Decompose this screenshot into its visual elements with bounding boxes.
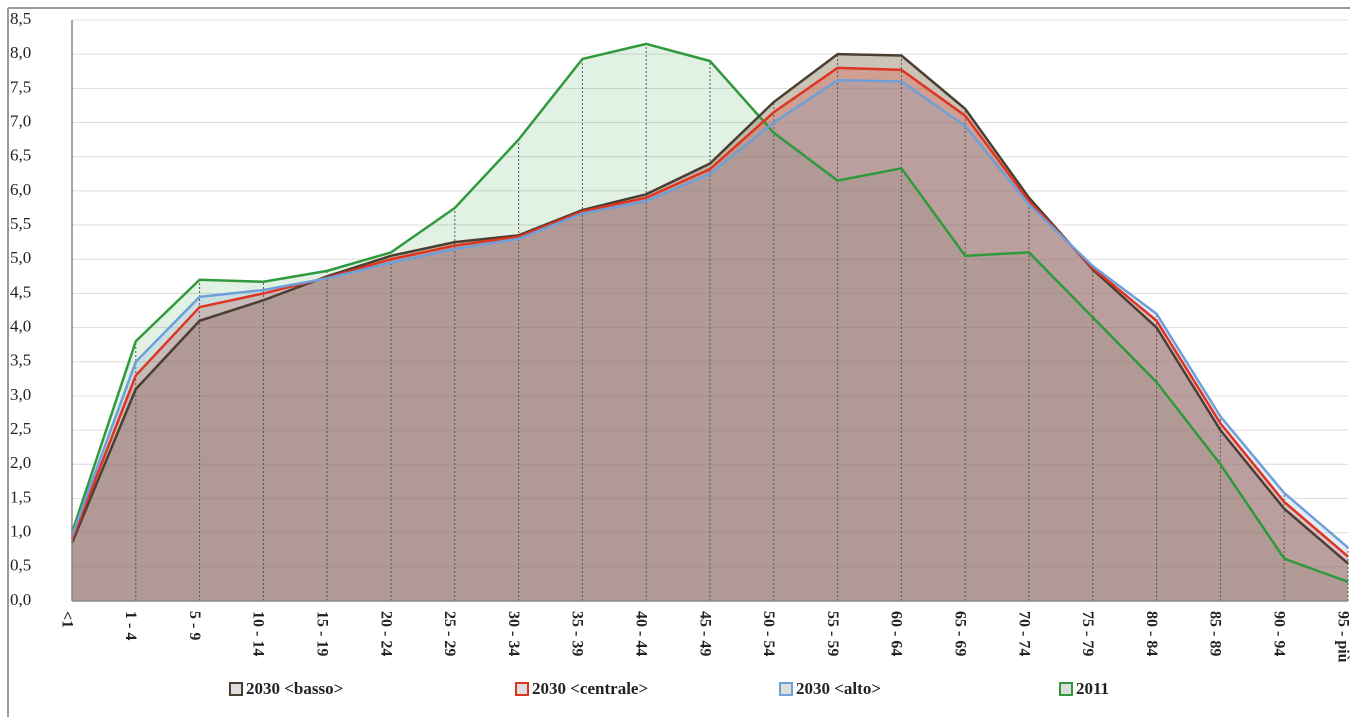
x-tick-label: 80 - 84	[1143, 611, 1160, 656]
x-tick-label: 50 - 54	[760, 611, 777, 656]
y-tick-label: 2,5	[10, 419, 31, 438]
series-line	[70, 78, 1349, 549]
x-tick-label: 30 - 34	[505, 611, 522, 656]
y-tick-label: 1,0	[10, 522, 31, 541]
x-tick-label: <1	[58, 611, 75, 628]
x-tick-label: 75 - 79	[1079, 611, 1096, 656]
x-tick-label: 25 - 29	[441, 611, 458, 656]
legend-swatch	[515, 682, 529, 696]
y-tick-label: 4,0	[10, 316, 31, 335]
y-tick-label: 8,0	[10, 43, 31, 62]
y-tick-label: 4,5	[10, 282, 31, 301]
x-tick-label: 20 - 24	[377, 611, 394, 656]
y-tick-label: 1,5	[10, 487, 31, 506]
y-tick-label: 7,5	[10, 77, 31, 96]
x-tick-label: 40 - 44	[633, 611, 650, 656]
y-tick-label: 6,0	[10, 180, 31, 199]
y-tick-label: 8,5	[10, 9, 31, 28]
legend-swatch	[779, 682, 793, 696]
x-tick-label: 85 - 89	[1207, 611, 1224, 656]
y-tick-label: 3,0	[10, 385, 31, 404]
x-tick-label: 65 - 69	[952, 611, 969, 656]
legend-label: 2030 <alto>	[796, 679, 881, 698]
y-tick-label: 7,0	[10, 111, 31, 130]
x-tick-label: 35 - 39	[569, 611, 586, 656]
x-tick-label: 45 - 49	[696, 611, 713, 656]
series-line	[70, 52, 1349, 565]
series-line	[70, 66, 1349, 558]
x-tick-label: 10 - 14	[250, 611, 267, 656]
y-tick-label: 2,0	[10, 453, 31, 472]
legend-label: 2030 <basso>	[246, 679, 343, 698]
x-tick-label: 55 - 59	[824, 611, 841, 656]
x-tick-label: 5 - 9	[186, 611, 203, 640]
y-tick-label: 0,0	[10, 590, 31, 609]
x-tick-label: 15 - 19	[314, 611, 331, 656]
y-tick-label: 5,0	[10, 248, 31, 267]
x-tick-label: 60 - 64	[888, 611, 905, 656]
y-tick-label: 6,5	[10, 146, 31, 165]
area-fill	[72, 43, 1348, 602]
legend-swatch	[1059, 682, 1073, 696]
legend-label: 2030 <centrale>	[532, 679, 648, 698]
legend-label: 2011	[1076, 679, 1109, 698]
x-tick-label: 70 - 74	[1015, 611, 1032, 656]
y-tick-label: 3,5	[10, 351, 31, 370]
x-tick-label: 95 - più	[1334, 611, 1350, 663]
legend-swatch	[229, 682, 243, 696]
y-tick-label: 5,5	[10, 214, 31, 233]
series-line	[70, 42, 1349, 584]
x-tick-label: 1 - 4	[122, 611, 139, 640]
y-tick-label: 0,5	[10, 556, 31, 575]
x-tick-label: 90 - 94	[1271, 611, 1288, 656]
